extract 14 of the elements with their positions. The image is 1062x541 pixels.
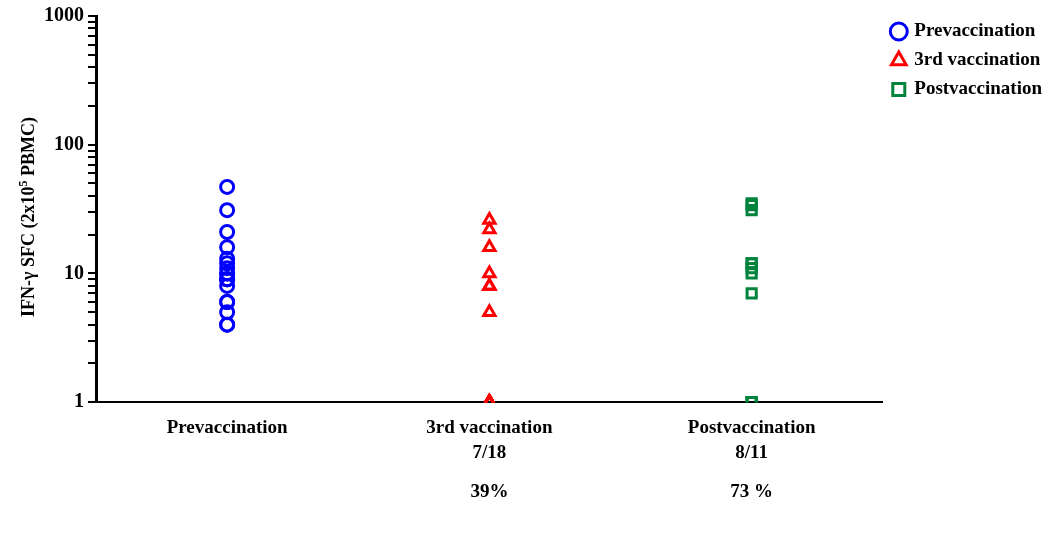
legend-label: Postvaccination (914, 77, 1043, 99)
y-tick-label: 1 (74, 389, 84, 412)
legend-label: 3rd vaccination (914, 48, 1041, 70)
legend-label: Prevaccination (914, 19, 1036, 41)
y-tick-label: 10 (64, 260, 84, 283)
text: 39% (470, 480, 509, 502)
x-tick-label: Postvaccination (687, 415, 816, 437)
y-tick-label: 100 (54, 131, 84, 154)
y-tick-label: 1000 (44, 3, 84, 26)
text: 7/18 (472, 441, 507, 463)
x-tick-label: 3rd vaccination (426, 415, 553, 437)
x-tick-label: Prevaccination (166, 415, 289, 437)
text: 73 % (730, 480, 774, 502)
text: 8/11 (735, 441, 769, 463)
